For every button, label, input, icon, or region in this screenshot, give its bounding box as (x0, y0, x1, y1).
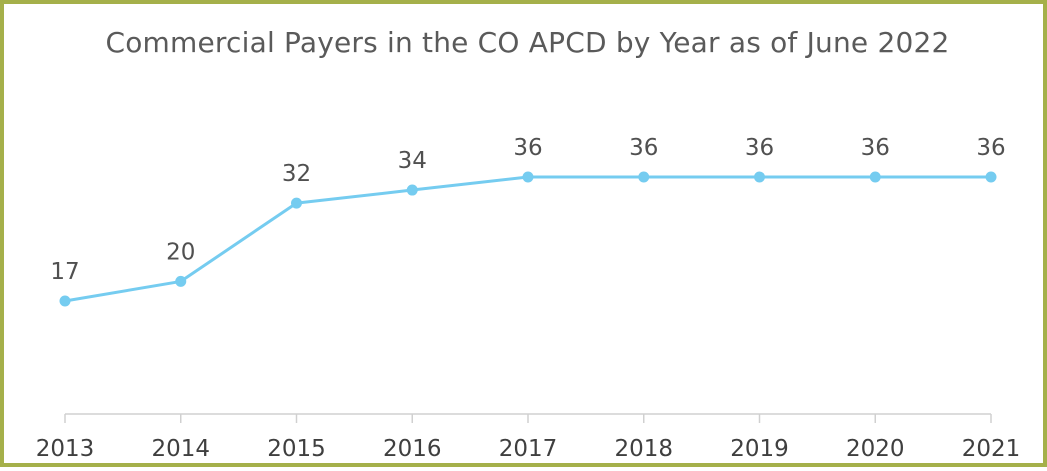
x-tick-label: 2014 (151, 436, 210, 462)
data-label: 36 (513, 135, 542, 161)
data-point (985, 171, 997, 183)
data-label: 36 (861, 135, 890, 161)
x-tick-label: 2021 (962, 436, 1021, 462)
data-point (59, 295, 71, 307)
x-tick-label: 2017 (499, 436, 558, 462)
data-point (754, 171, 765, 183)
data-point (869, 171, 881, 183)
data-label: 34 (398, 148, 427, 174)
data-label: 20 (166, 239, 195, 265)
data-point (175, 275, 187, 287)
series-line (63, 175, 993, 303)
line-chart: 2013 2014 2015 2016 2017 2018 2019 2020 2021 17 20… (36, 135, 1021, 462)
x-tick-label: 2016 (383, 436, 442, 462)
data-point (638, 171, 650, 183)
data-point (522, 171, 534, 183)
x-tick-label: 2020 (846, 436, 905, 462)
x-tick-label: 2013 (36, 436, 95, 462)
data-point (291, 197, 302, 209)
data-label: 36 (629, 135, 658, 161)
data-label: 17 (50, 259, 79, 285)
x-tick-label: 2019 (730, 436, 789, 462)
data-label: 36 (976, 135, 1005, 161)
data-point (406, 184, 418, 196)
chart-title: Commercial Payers in the CO APCD by Year… (105, 26, 950, 59)
data-label: 32 (282, 161, 311, 187)
data-label: 36 (745, 135, 774, 161)
x-tick-label: 2015 (267, 436, 326, 462)
x-tick-label: 2018 (614, 436, 673, 462)
